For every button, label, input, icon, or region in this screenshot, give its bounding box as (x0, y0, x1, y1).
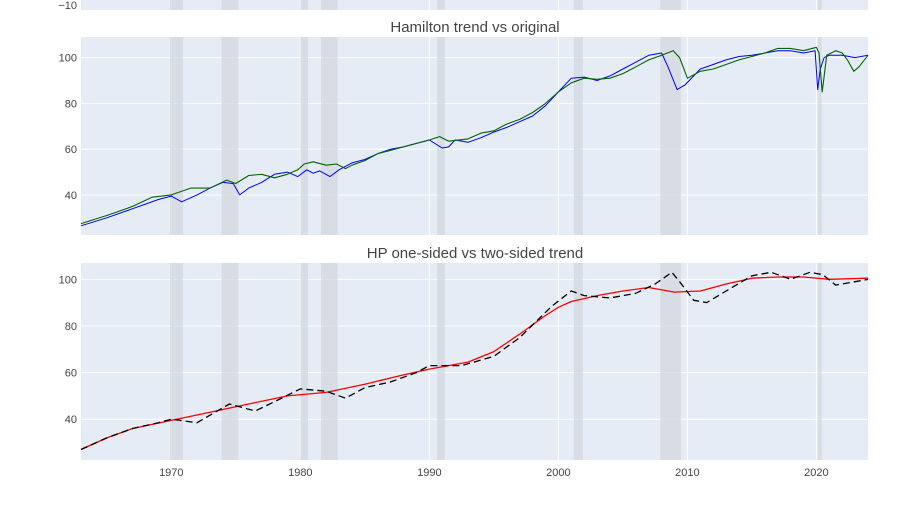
x-tick-label: 1990 (417, 467, 441, 479)
recession-band (437, 37, 445, 235)
series-line-solid-green (80, 46, 869, 225)
x-tick-label: 1980 (288, 467, 312, 479)
plot-area (81, 0, 868, 10)
recession-band (300, 37, 309, 235)
recession-band (817, 0, 822, 10)
x-tick-label: 2020 (804, 467, 828, 479)
recession-band (221, 0, 239, 10)
recession-band (573, 0, 583, 10)
x-tick-label: 2010 (675, 467, 699, 479)
recession-band (437, 0, 445, 10)
recession-band (170, 263, 183, 460)
recession-band (320, 263, 338, 460)
panel-cropped-top: −10 (58, 0, 868, 12)
y-tick-label: 80 (65, 98, 77, 110)
x-tick-label: 1970 (159, 467, 183, 479)
recession-band (660, 0, 681, 10)
panel-hamilton-trend-vs-original: Hamilton trend vs original 40 60 80 100 (59, 19, 869, 235)
y-tick-label: 60 (65, 368, 77, 380)
series-line-dashed-black (80, 271, 869, 451)
recession-band (300, 0, 309, 10)
recession-band (170, 37, 183, 235)
recession-band (660, 37, 681, 235)
recession-band (320, 37, 338, 235)
chart-title: HP one-sided vs two-sided trend (367, 245, 584, 262)
y-tick-label: 60 (65, 144, 77, 156)
recession-band (817, 37, 822, 235)
recession-band (660, 263, 681, 460)
y-tick-label: 40 (65, 190, 77, 202)
y-tick-label: 100 (59, 53, 77, 65)
panel-hp-one-sided-vs-two-sided: HP one-sided vs two-sided trend 40 60 80 10… (59, 245, 869, 479)
recession-band (300, 263, 309, 460)
y-tick-label: 100 (59, 274, 77, 286)
x-tick-label: 2000 (546, 467, 570, 479)
recession-band (573, 263, 583, 460)
recession-band (817, 263, 822, 460)
recession-band (221, 263, 239, 460)
y-tick-label: 80 (65, 321, 77, 333)
recession-band (170, 0, 183, 10)
y-tick-label: −10 (58, 0, 77, 12)
recession-band (573, 37, 583, 235)
recession-band (320, 0, 338, 10)
chart-title: Hamilton trend vs original (390, 19, 559, 36)
recession-band (437, 263, 445, 460)
recession-band (221, 37, 239, 235)
y-tick-label: 40 (65, 414, 77, 426)
